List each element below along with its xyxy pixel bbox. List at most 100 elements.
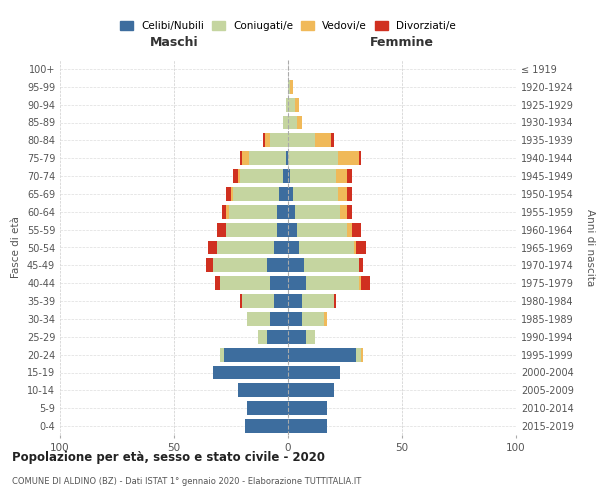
Bar <box>245 419 288 433</box>
Bar <box>226 187 231 201</box>
Bar <box>268 258 288 272</box>
Bar <box>206 258 213 272</box>
Bar <box>288 330 306 344</box>
Bar <box>240 169 283 183</box>
Bar <box>352 222 361 236</box>
Bar <box>347 205 352 219</box>
Bar <box>238 384 288 398</box>
Bar <box>338 151 359 165</box>
Bar <box>217 222 226 236</box>
Bar <box>213 366 288 380</box>
Bar <box>297 222 347 236</box>
Legend: Celibi/Nubili, Coniugati/e, Vedovi/e, Divorziati/e: Celibi/Nubili, Coniugati/e, Vedovi/e, Di… <box>116 16 460 35</box>
Bar <box>316 134 331 147</box>
Bar <box>270 276 288 290</box>
Bar <box>288 80 290 94</box>
Bar <box>306 330 316 344</box>
Bar <box>302 294 334 308</box>
Bar <box>288 187 293 201</box>
Bar <box>331 134 334 147</box>
Bar <box>270 312 288 326</box>
Bar <box>361 276 370 290</box>
Bar <box>277 222 288 236</box>
Bar <box>259 330 268 344</box>
Text: Femmine: Femmine <box>370 36 434 50</box>
Bar <box>288 384 334 398</box>
Bar <box>247 401 288 415</box>
Bar <box>356 348 361 362</box>
Bar <box>242 151 249 165</box>
Bar <box>293 187 338 201</box>
Bar <box>288 312 302 326</box>
Bar <box>233 187 279 201</box>
Bar <box>224 348 288 362</box>
Bar <box>338 187 347 201</box>
Bar <box>229 205 277 219</box>
Y-axis label: Anni di nascita: Anni di nascita <box>585 209 595 286</box>
Bar <box>283 169 288 183</box>
Bar <box>286 98 288 112</box>
Bar <box>288 169 290 183</box>
Bar <box>288 401 327 415</box>
Bar <box>288 258 304 272</box>
Bar <box>347 222 352 236</box>
Bar <box>220 276 270 290</box>
Text: COMUNE DI ALDINO (BZ) - Dati ISTAT 1° gennaio 2020 - Elaborazione TUTTITALIA.IT: COMUNE DI ALDINO (BZ) - Dati ISTAT 1° ge… <box>12 476 361 486</box>
Bar <box>274 294 288 308</box>
Y-axis label: Fasce di età: Fasce di età <box>11 216 21 278</box>
Bar <box>233 169 238 183</box>
Bar <box>288 348 356 362</box>
Bar <box>325 312 327 326</box>
Bar <box>226 205 229 219</box>
Bar <box>270 134 288 147</box>
Bar <box>361 348 363 362</box>
Bar <box>263 134 265 147</box>
Bar <box>288 205 295 219</box>
Bar <box>279 187 288 201</box>
Bar <box>283 116 288 130</box>
Bar <box>231 187 233 201</box>
Bar <box>288 419 327 433</box>
Bar <box>268 330 288 344</box>
Bar <box>277 205 288 219</box>
Bar <box>220 348 224 362</box>
Bar <box>302 312 325 326</box>
Bar <box>240 151 242 165</box>
Bar <box>299 240 354 254</box>
Bar <box>242 294 274 308</box>
Bar <box>240 294 242 308</box>
Bar <box>347 169 352 183</box>
Bar <box>304 258 359 272</box>
Bar <box>359 151 361 165</box>
Bar <box>213 258 268 272</box>
Bar <box>297 116 302 130</box>
Bar <box>306 276 359 290</box>
Bar <box>288 294 302 308</box>
Bar <box>295 98 299 112</box>
Bar <box>356 240 365 254</box>
Bar <box>288 366 340 380</box>
Bar <box>290 80 293 94</box>
Bar <box>288 98 295 112</box>
Bar <box>334 294 336 308</box>
Bar <box>288 151 338 165</box>
Bar <box>340 205 347 219</box>
Bar <box>290 169 336 183</box>
Bar <box>288 276 306 290</box>
Bar <box>226 222 277 236</box>
Bar <box>288 240 299 254</box>
Bar <box>238 169 240 183</box>
Bar <box>288 116 297 130</box>
Bar <box>249 151 286 165</box>
Bar <box>208 240 217 254</box>
Bar <box>288 222 297 236</box>
Bar <box>359 258 363 272</box>
Bar <box>286 151 288 165</box>
Bar <box>215 276 220 290</box>
Bar <box>247 312 270 326</box>
Bar <box>354 240 356 254</box>
Bar <box>347 187 352 201</box>
Bar <box>359 276 361 290</box>
Bar <box>222 205 226 219</box>
Bar <box>217 240 274 254</box>
